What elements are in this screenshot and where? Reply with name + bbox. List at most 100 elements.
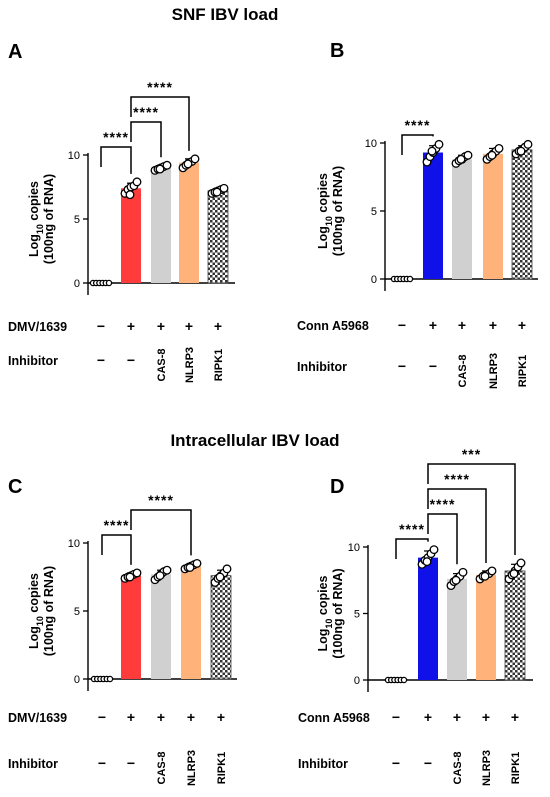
inhibitor-row-name: RIPK1 [216, 752, 228, 784]
y-tick-label: 5 [354, 609, 360, 621]
significance-label: **** [104, 517, 130, 533]
y-tick-label: 0 [74, 278, 80, 290]
y-axis-label-line2: (100ng of RNA) [42, 566, 56, 656]
inhibitor-row-label: Inhibitor [8, 757, 58, 771]
virus-row-sign: + [424, 709, 432, 725]
significance-bracket [101, 534, 132, 565]
data-point [451, 575, 461, 585]
data-point [155, 164, 165, 174]
virus-row-label: Conn A5968 [298, 711, 370, 725]
virus-row-sign: + [489, 317, 497, 333]
bar [483, 153, 503, 279]
significance-label: **** [405, 117, 431, 133]
section-title-intracellular: Intracellular IBV load [170, 431, 339, 450]
y-tick-label: 0 [371, 274, 377, 286]
significance-label: **** [147, 79, 173, 95]
virus-row-sign: − [97, 318, 105, 334]
y-tick-label: 0 [74, 674, 80, 686]
significance-bracket [427, 513, 458, 565]
virus-row-sign: + [458, 317, 466, 333]
virus-row-sign: + [157, 709, 165, 725]
y-tick-label: 5 [74, 214, 80, 226]
data-point [523, 139, 533, 149]
bar [447, 578, 467, 680]
data-point [185, 563, 195, 572]
y-axis-label-line1: Log10 copies [27, 573, 45, 649]
data-point [222, 564, 232, 574]
virus-row-sign: + [127, 318, 135, 334]
inhibitor-row-name: CAS-8 [457, 354, 469, 387]
data-point [125, 572, 135, 582]
inhibitor-row-sign: − [424, 755, 432, 771]
bar [423, 152, 443, 279]
inhibitor-row-name: NLRP3 [184, 347, 196, 383]
data-point [190, 154, 200, 164]
y-tick-label: 5 [74, 606, 80, 618]
virus-row-sign: + [511, 709, 519, 725]
bar [151, 167, 171, 283]
inhibitor-row-name: RIPK1 [517, 355, 529, 387]
bar [121, 575, 141, 679]
data-point [487, 566, 497, 576]
significance-label: **** [430, 496, 456, 512]
panel-letter: C [8, 476, 22, 498]
data-point [406, 275, 414, 283]
y-tick-label: 10 [68, 538, 80, 550]
data-point [494, 143, 504, 153]
data-point [422, 557, 432, 567]
bar [418, 557, 438, 680]
inhibitor-row-sign: − [398, 358, 406, 374]
virus-row-sign: + [429, 317, 437, 333]
significance-label: **** [399, 521, 425, 537]
bar [452, 159, 472, 279]
data-point [183, 159, 193, 169]
data-point [215, 572, 225, 582]
virus-row-sign: + [214, 318, 222, 334]
inhibitor-row-sign: − [98, 755, 106, 771]
data-point [516, 146, 526, 156]
significance-label: **** [444, 471, 470, 487]
data-point [400, 676, 408, 684]
inhibitor-row-name: RIPK1 [510, 752, 522, 784]
significance-bracket [100, 146, 132, 174]
significance-bracket [130, 509, 192, 556]
significance-bracket [130, 121, 162, 158]
inhibitor-row-sign: − [127, 352, 135, 368]
data-point [458, 567, 468, 577]
significance-bracket [130, 96, 190, 151]
inhibitor-row-name: RIPK1 [213, 349, 225, 381]
bar [210, 575, 232, 680]
panel-b: B 0 5 10 Log10 copies (100ng of RNA) **** Conn … [297, 40, 538, 389]
bar [504, 570, 526, 681]
significance-label: *** [462, 446, 481, 462]
data-point [192, 558, 202, 568]
bar [179, 162, 199, 283]
bar [207, 190, 229, 284]
data-point [132, 177, 142, 187]
inhibitor-row-name: NLRP3 [488, 353, 500, 389]
significance-bracket [427, 463, 516, 555]
inhibitor-row-name: CAS-8 [156, 751, 168, 784]
inhibitor-row-name: CAS-8 [452, 751, 464, 784]
bar [121, 188, 141, 283]
virus-row-sign: − [98, 709, 106, 725]
virus-row-sign: + [518, 317, 526, 333]
data-point [427, 146, 437, 156]
virus-row-sign: + [157, 318, 165, 334]
inhibitor-row-sign: − [127, 755, 135, 771]
inhibitor-row-label: Inhibitor [297, 360, 347, 374]
panel-letter: A [8, 41, 22, 63]
significance-label: **** [148, 492, 174, 508]
data-point [212, 187, 222, 197]
data-point [516, 558, 526, 568]
inhibitor-row-label: Inhibitor [8, 354, 58, 368]
significance-label: **** [103, 129, 129, 145]
y-axis-label-line1: Log10 copies [27, 181, 45, 257]
y-tick-label: 10 [68, 150, 80, 162]
data-point [125, 190, 135, 200]
y-axis-label-line2: (100ng of RNA) [331, 166, 345, 256]
data-point [162, 565, 172, 575]
